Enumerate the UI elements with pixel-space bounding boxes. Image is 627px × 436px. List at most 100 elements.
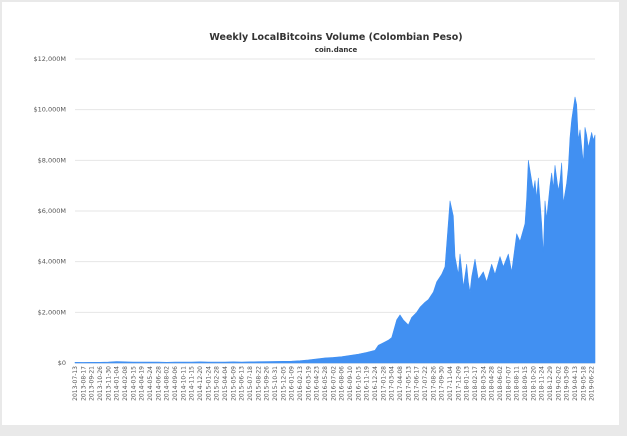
data-point	[375, 350, 376, 351]
data-point	[455, 256, 456, 257]
data-point	[396, 319, 397, 320]
data-point	[400, 314, 401, 315]
data-point	[468, 281, 469, 282]
x-tick-label: 2014-10-11	[180, 366, 187, 401]
chart-svg: Weekly LocalBitcoins Volume (Colombian P…	[34, 32, 596, 401]
data-point	[316, 358, 317, 359]
data-point	[420, 307, 421, 308]
x-tick-label: 2017-06-17	[414, 366, 421, 401]
data-point	[551, 173, 552, 174]
data-point	[525, 223, 526, 224]
data-point	[350, 355, 351, 356]
x-tick-label: 2016-02-13	[297, 366, 304, 401]
data-point	[508, 254, 509, 255]
x-tick-label: 2014-09-06	[172, 366, 179, 401]
data-point	[536, 198, 537, 199]
data-point	[378, 345, 379, 346]
data-point	[133, 361, 134, 362]
chart-frame: Weekly LocalBitcoins Volume (Colombian P…	[2, 2, 619, 425]
data-point	[388, 340, 389, 341]
data-point	[453, 216, 454, 217]
x-tick-label: 2018-04-28	[489, 366, 496, 401]
x-tick-label: 2016-05-28	[322, 366, 329, 401]
y-tick-label: $10,000M	[34, 106, 67, 114]
data-point	[528, 160, 529, 161]
x-tick-label: 2018-09-15	[522, 366, 529, 401]
x-tick-label: 2015-06-13	[239, 366, 246, 401]
y-tick-label: $2,000M	[38, 308, 66, 316]
data-point	[546, 218, 547, 219]
data-point	[461, 269, 462, 270]
x-tick-label: 2014-12-20	[197, 366, 204, 401]
data-point	[166, 362, 167, 363]
data-point	[543, 254, 544, 255]
x-tick-label: 2015-02-28	[214, 366, 221, 401]
data-point	[470, 292, 471, 293]
x-tick-label: 2013-08-17	[80, 366, 87, 401]
data-point	[366, 352, 367, 353]
data-point	[191, 362, 192, 363]
data-point	[535, 180, 536, 181]
x-tick-label: 2018-03-24	[480, 366, 487, 401]
x-tick-label: 2015-12-05	[280, 366, 287, 401]
data-point	[436, 281, 437, 282]
data-point	[561, 162, 562, 163]
x-tick-label: 2015-09-26	[264, 366, 271, 401]
x-tick-label: 2013-11-30	[105, 366, 112, 401]
x-tick-label: 2016-07-02	[330, 366, 337, 401]
data-point	[100, 362, 101, 363]
chart-title: Weekly LocalBitcoins Volume (Colombian P…	[209, 32, 462, 43]
data-point	[586, 135, 587, 136]
y-tick-label: $4,000M	[38, 258, 66, 266]
data-point	[580, 129, 581, 130]
x-tick-label: 2014-01-04	[114, 366, 121, 401]
data-point	[475, 259, 476, 260]
x-tick-label: 2017-11-04	[447, 366, 454, 401]
data-point	[141, 362, 142, 363]
x-tick-label: 2018-10-20	[530, 366, 537, 401]
data-point	[158, 362, 159, 363]
data-point	[433, 292, 434, 293]
x-tick-label: 2017-04-08	[397, 366, 404, 401]
x-tick-label: 2014-11-15	[189, 366, 196, 401]
data-point	[125, 361, 126, 362]
x-tick-label: 2016-01-09	[289, 366, 296, 401]
data-point	[491, 264, 492, 265]
x-tick-label: 2017-12-09	[455, 366, 462, 401]
data-point	[558, 190, 559, 191]
data-point	[575, 97, 576, 98]
data-point	[333, 357, 334, 358]
data-point	[283, 361, 284, 362]
data-point	[445, 266, 446, 267]
data-point	[568, 167, 569, 168]
data-point	[408, 325, 409, 326]
data-point	[358, 354, 359, 355]
x-tick-label: 2016-12-24	[372, 366, 379, 401]
x-tick-label: 2013-10-26	[97, 366, 104, 401]
data-point	[486, 281, 487, 282]
data-point	[560, 180, 561, 181]
data-point	[538, 178, 539, 179]
x-tick-label: 2013-07-13	[72, 366, 79, 401]
x-tick-label: 2015-04-04	[222, 366, 229, 401]
data-point	[516, 233, 517, 234]
x-tick-label: 2018-06-02	[497, 366, 504, 401]
data-point	[495, 274, 496, 275]
data-point	[428, 299, 429, 300]
x-tick-label: 2016-11-19	[364, 366, 371, 401]
x-tick-label: 2015-10-31	[272, 366, 279, 401]
x-tick-label: 2019-02-02	[555, 366, 562, 401]
x-tick-label: 2016-09-10	[347, 366, 354, 401]
data-point	[450, 200, 451, 201]
data-point	[441, 274, 442, 275]
y-tick-label: $6,000M	[38, 207, 66, 215]
data-point	[566, 183, 567, 184]
x-tick-label: 2014-04-19	[139, 366, 146, 401]
x-tick-label: 2015-05-09	[230, 366, 237, 401]
data-point	[403, 319, 404, 320]
data-point	[383, 342, 384, 343]
data-point	[300, 360, 301, 361]
data-point	[588, 147, 589, 148]
data-point	[466, 264, 467, 265]
data-point	[555, 165, 556, 166]
